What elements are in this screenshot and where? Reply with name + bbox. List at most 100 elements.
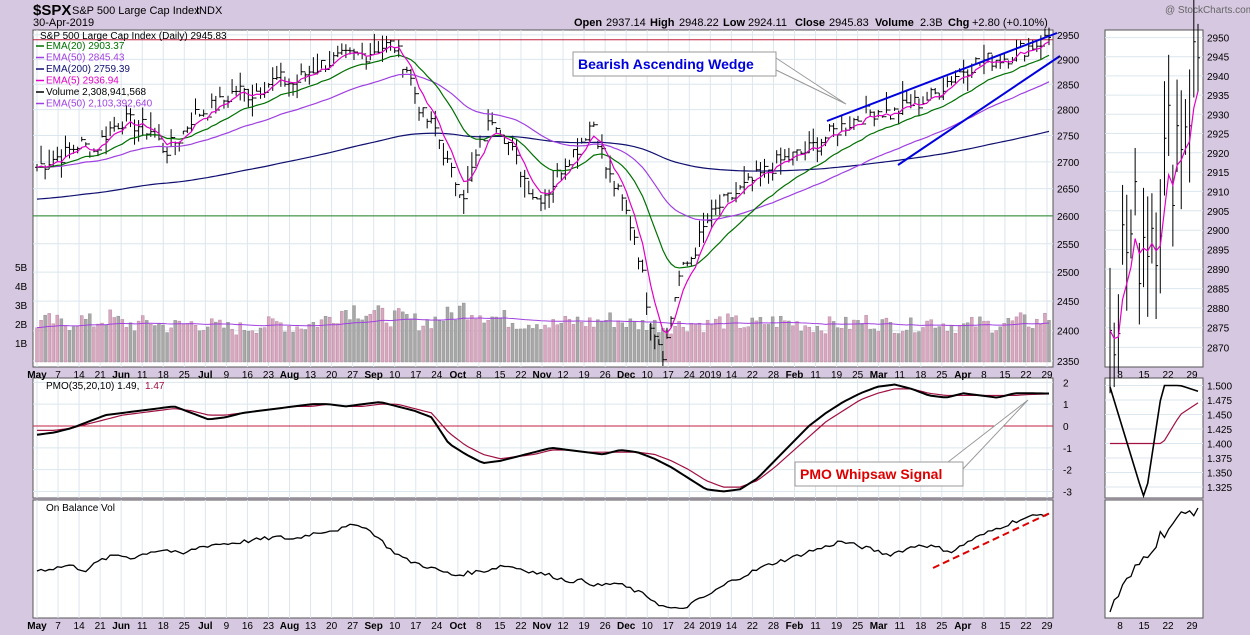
low-value: 2924.11 — [748, 17, 787, 29]
open-value: 2937.14 — [606, 17, 646, 29]
volume-tick-label: 3B — [15, 301, 28, 312]
obv-x-tick-label: Nov — [533, 621, 552, 632]
price-x-tick-label: Jul — [198, 370, 213, 381]
price-x-tick-label: Jun — [112, 370, 130, 381]
volume-bar — [75, 326, 80, 363]
price-y-tick-label: 2400 — [1057, 327, 1080, 338]
zoom-obv-x-tick-label: 29 — [1186, 621, 1198, 632]
volume-bar — [535, 324, 539, 363]
obv-x-tick-label: 26 — [600, 621, 612, 632]
volume-bar — [409, 318, 413, 363]
volume-bar — [364, 315, 368, 363]
volume-bar — [563, 316, 568, 363]
zoom-y-tick-label: 2920 — [1207, 149, 1230, 160]
volume-bar — [722, 328, 726, 363]
volume-bar — [502, 310, 507, 363]
price-x-tick-label: 2019 — [699, 370, 722, 381]
volume-bar — [425, 319, 429, 363]
legend-entry: EMA(200) 2759.39 — [46, 64, 130, 75]
close-label: Close — [795, 17, 825, 29]
volume-bar — [657, 332, 661, 363]
price-x-tick-label: 11 — [810, 370, 821, 381]
pmo-line — [36, 383, 1050, 493]
pmo-zoom-y-tick-label: 1.350 — [1207, 469, 1232, 480]
volume-bar — [811, 332, 815, 363]
volume-bar — [819, 330, 824, 363]
obv-x-tick-label: 18 — [158, 621, 170, 632]
volume-bar — [762, 324, 767, 363]
zoom-obv-x-tick-label: 22 — [1162, 621, 1174, 632]
volume-bar — [917, 331, 921, 363]
volume-bar — [669, 333, 673, 363]
volume-bar — [872, 328, 876, 363]
volume-bar — [929, 319, 933, 363]
volume-bar — [966, 322, 970, 363]
volume-bar — [791, 325, 795, 363]
volume-bar — [262, 327, 267, 363]
volume-bar — [758, 317, 763, 363]
zoom-x-tick-label: 15 — [1138, 370, 1150, 381]
volume-bar — [108, 309, 112, 363]
volume-bar — [514, 328, 519, 363]
volume-bar — [1002, 323, 1006, 363]
volume-bar — [714, 318, 718, 363]
volume-bar — [315, 327, 320, 363]
volume-bar — [197, 330, 202, 363]
pmo-y-tick-label: -3 — [1063, 487, 1072, 498]
price-x-tick-label: 24 — [684, 370, 696, 381]
zoom-obv-x-tick-label: 8 — [1117, 621, 1123, 632]
watermark: @ StockCharts.com — [1165, 5, 1250, 16]
volume-bar — [604, 320, 608, 363]
price-x-tick-label: 26 — [600, 370, 612, 381]
volume-bar — [1022, 314, 1027, 363]
volume-bar — [986, 320, 990, 363]
volume-bar — [583, 326, 588, 363]
obv-x-tick-label: 24 — [684, 621, 696, 632]
volume-bar — [47, 313, 51, 363]
zoom-y-tick-label: 2940 — [1207, 72, 1230, 83]
price-x-tick-label: 18 — [915, 370, 927, 381]
volume-bar — [331, 322, 336, 363]
volume-bar — [774, 327, 779, 363]
price-x-tick-label: 12 — [557, 370, 569, 381]
zoom-y-tick-label: 2930 — [1207, 110, 1230, 121]
legend-entry: Volume 2,308,941,568 — [46, 87, 147, 98]
volume-bar — [831, 321, 836, 363]
volume-bar — [429, 328, 433, 363]
volume-bar — [397, 308, 401, 363]
volume-bar — [840, 328, 844, 363]
obv-x-tick-label: 10 — [389, 621, 401, 632]
zoom-y-tick-label: 2880 — [1207, 304, 1230, 315]
axis-labels: MayMay7714142121JunJun111118182525JulJul… — [15, 31, 1232, 632]
obv-x-tick-label: 19 — [831, 621, 843, 632]
volume-bar — [957, 325, 962, 363]
volume-bar — [921, 327, 925, 363]
volume-bar — [579, 321, 584, 363]
obv-x-tick-label: 21 — [95, 621, 107, 632]
volume-bar — [189, 321, 194, 363]
volume-bar — [990, 332, 994, 363]
volume-bar — [474, 318, 478, 363]
volume-bar — [1018, 312, 1023, 363]
volume-bar — [327, 316, 332, 363]
volume-bar — [823, 333, 828, 363]
volume-label: Volume — [875, 17, 914, 29]
volume-bar — [392, 310, 397, 363]
obv-x-tick-label: 22 — [747, 621, 759, 632]
ema20-line — [36, 54, 1050, 269]
price-x-tick-label: 29 — [1041, 370, 1053, 381]
price-x-tick-label: 22 — [1020, 370, 1032, 381]
zoom-y-tick-label: 2910 — [1207, 187, 1230, 198]
volume-value: 2.3B — [920, 17, 943, 29]
volume-bar — [348, 319, 352, 363]
pmo-annotation-text: PMO Whipsaw Signal — [800, 466, 942, 482]
obv-x-tick-label: 10 — [642, 621, 654, 632]
volume-bar — [490, 316, 494, 363]
volume-bar — [295, 326, 299, 363]
price-y-tick-label: 2350 — [1057, 357, 1080, 368]
volume-bar — [51, 323, 55, 363]
volume-bar — [685, 331, 689, 363]
zoom-x-tick-label: 29 — [1186, 370, 1198, 381]
volume-bar — [71, 326, 76, 363]
volume-bar — [128, 322, 133, 363]
